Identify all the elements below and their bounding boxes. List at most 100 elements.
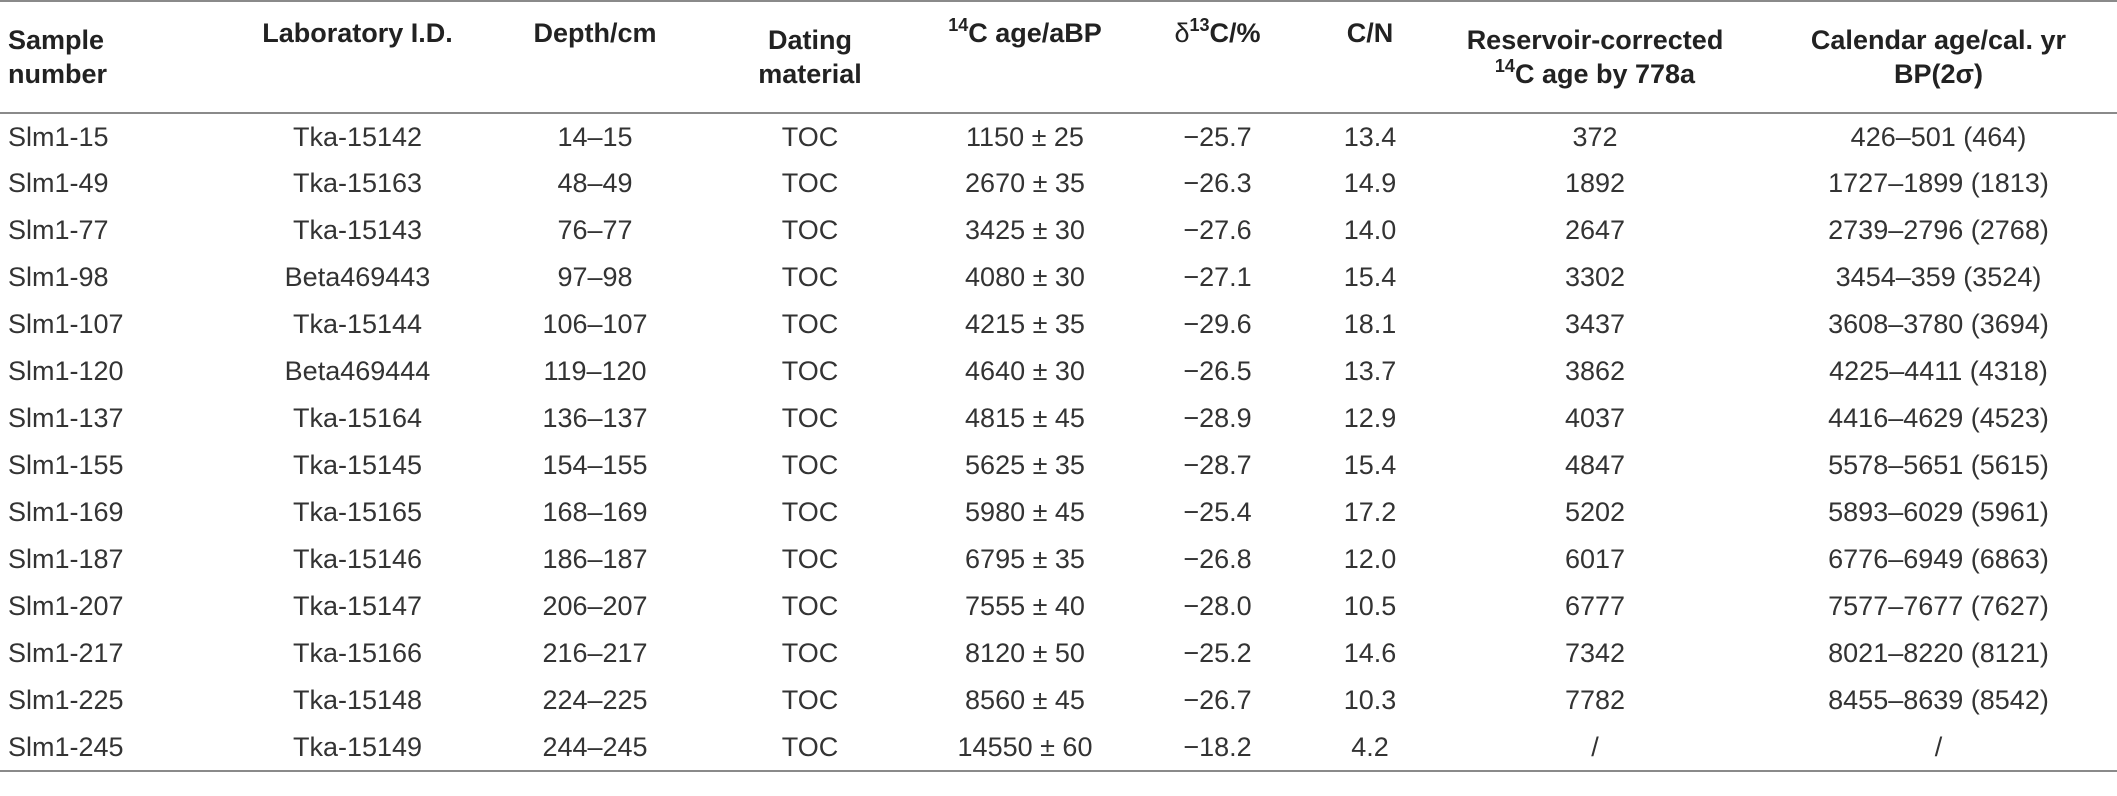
cell-reservoir-corrected-age: 7342 bbox=[1564, 638, 1626, 668]
cell-calendar-age: 1727–1899 (1813) bbox=[1828, 168, 2049, 198]
cell-laboratory-id: Tka-15165 bbox=[292, 497, 423, 527]
cell-cn-ratio: 17.2 bbox=[1343, 497, 1397, 527]
cell-calendar-age: 4416–4629 (4523) bbox=[1828, 403, 2049, 433]
cell-delta-c13: −18.2 bbox=[1125, 724, 1310, 772]
header-depth: Depth/cm bbox=[495, 0, 695, 114]
cell-depth: 119–120 bbox=[543, 356, 647, 386]
cell-calendar-age: / bbox=[1760, 724, 2117, 772]
cell-sample-number: Slm1-98 bbox=[8, 262, 109, 292]
cell-cn-ratio: 14.0 bbox=[1343, 215, 1397, 245]
cell-reservoir-corrected-age: 2647 bbox=[1564, 215, 1626, 245]
cell-c14-age: 4080 ± 30 bbox=[965, 262, 1085, 292]
header-dating-material: Dating material bbox=[695, 0, 925, 114]
cell-dating-material: TOC bbox=[781, 262, 839, 292]
cell-cn-ratio: 13.7 bbox=[1343, 356, 1397, 386]
cell-calendar-age: 3608–3780 (3694) bbox=[1828, 309, 2049, 339]
cell-sample-number: Slm1-169 bbox=[8, 497, 124, 527]
table-row: Slm1-120 Beta469444 119–120 TOC 4640 ± 30 −26… bbox=[0, 348, 2117, 395]
table-row: Slm1-245 Tka-15149 244–245 TOC 14550 ± 60 −18… bbox=[0, 724, 2117, 772]
header-laboratory-id: Laboratory I.D. bbox=[220, 0, 495, 114]
header-reservoir-corrected-age: Reservoir-corrected 14C age by 778a bbox=[1430, 0, 1760, 114]
cell-sample-number: Slm1-107 bbox=[8, 309, 124, 339]
cell-calendar-age: 8455–8639 (8542) bbox=[1828, 685, 2049, 715]
cell-sample-number: Slm1-49 bbox=[8, 168, 109, 198]
cell-c14-age: 4215 ± 35 bbox=[965, 309, 1085, 339]
cell-dating-material: TOC bbox=[781, 638, 839, 668]
cell-reservoir-corrected-age: 4847 bbox=[1564, 450, 1626, 480]
cell-sample-number: Slm1-155 bbox=[8, 450, 124, 480]
cell-cn-ratio: 12.9 bbox=[1343, 403, 1397, 433]
cell-c14-age: 14550 ± 60 bbox=[925, 724, 1125, 772]
cell-calendar-age: 6776–6949 (6863) bbox=[1828, 544, 2049, 574]
cell-dating-material: TOC bbox=[781, 356, 839, 386]
cell-depth: 206–207 bbox=[542, 591, 648, 621]
cell-depth: 76–77 bbox=[557, 215, 633, 245]
table-row: Slm1-107 Tka-15144 106–107 TOC 4215 ± 35 −29.… bbox=[0, 301, 2117, 348]
cell-depth: 106–107 bbox=[542, 309, 648, 339]
cell-cn-ratio: 4.2 bbox=[1310, 724, 1430, 772]
cell-laboratory-id: Tka-15146 bbox=[292, 544, 423, 574]
cell-c14-age: 6795 ± 35 bbox=[965, 544, 1085, 574]
cell-reservoir-corrected-age: 1892 bbox=[1564, 168, 1626, 198]
cell-sample-number: Slm1-120 bbox=[8, 356, 124, 386]
cell-cn-ratio: 13.4 bbox=[1343, 121, 1397, 152]
cell-calendar-age: 7577–7677 (7627) bbox=[1828, 591, 2049, 621]
cell-reservoir-corrected-age: 4037 bbox=[1564, 403, 1626, 433]
cell-reservoir-corrected-age: 5202 bbox=[1564, 497, 1626, 527]
cell-depth: 216–217 bbox=[542, 638, 648, 668]
cell-cn-ratio: 14.6 bbox=[1343, 638, 1397, 668]
cell-sample-number: Slm1-77 bbox=[8, 215, 109, 245]
cell-calendar-age: 426–501 (464) bbox=[1850, 121, 2027, 152]
cell-laboratory-id: Tka-15147 bbox=[292, 591, 423, 621]
cell-cn-ratio: 10.3 bbox=[1343, 685, 1397, 715]
cell-dating-material: TOC bbox=[781, 215, 839, 245]
cell-reservoir-corrected-age: 6017 bbox=[1564, 544, 1626, 574]
cell-c14-age: 7555 ± 40 bbox=[965, 591, 1085, 621]
table-row: Slm1-187 Tka-15146 186–187 TOC 6795 ± 35 −26.… bbox=[0, 536, 2117, 583]
cell-depth: 14–15 bbox=[557, 121, 633, 152]
header-c14-age: 14C age/aBP bbox=[925, 0, 1125, 114]
cell-delta-c13: −25.7 bbox=[1183, 121, 1252, 152]
cell-delta-c13: −28.9 bbox=[1183, 403, 1252, 433]
cell-delta-c13: −26.5 bbox=[1183, 356, 1252, 386]
cell-laboratory-id: Tka-15148 bbox=[292, 685, 423, 715]
table-row: Slm1-225 Tka-15148 224–225 TOC 8560 ± 45 −26.… bbox=[0, 677, 2117, 724]
cell-reservoir-corrected-age: 6777 bbox=[1564, 591, 1626, 621]
cell-depth: 244–245 bbox=[495, 724, 695, 772]
cell-c14-age: 8120 ± 50 bbox=[965, 638, 1085, 668]
cell-dating-material: TOC bbox=[781, 403, 839, 433]
header-cn-ratio: C/N bbox=[1310, 0, 1430, 114]
cell-c14-age: 1150 ± 25 bbox=[966, 121, 1084, 152]
cell-depth: 168–169 bbox=[542, 497, 648, 527]
cell-sample-number: Slm1-207 bbox=[8, 591, 124, 621]
table-row: Slm1-77 Tka-15143 76–77 TOC 3425 ± 30 −27.6 14… bbox=[0, 207, 2117, 254]
cell-delta-c13: −29.6 bbox=[1183, 309, 1252, 339]
cell-dating-material: TOC bbox=[695, 724, 925, 772]
header-row: Sample number Laboratory I.D. Depth/cm Da… bbox=[0, 0, 2117, 114]
cell-depth: 136–137 bbox=[542, 403, 648, 433]
cell-sample-number: Slm1-15 bbox=[8, 121, 109, 152]
cell-dating-material: TOC bbox=[781, 309, 839, 339]
cell-reservoir-corrected-age: / bbox=[1430, 724, 1760, 772]
cell-sample-number: Slm1-217 bbox=[8, 638, 124, 668]
cell-calendar-age: 8021–8220 (8121) bbox=[1828, 638, 2049, 668]
cell-delta-c13: −25.4 bbox=[1183, 497, 1252, 527]
table-row: Slm1-15 Tka-15142 14–15 TOC 1150 ± 25 −25.7 13… bbox=[0, 113, 2117, 160]
radiocarbon-dating-table: Sample number Laboratory I.D. Depth/cm Da… bbox=[0, 0, 2117, 772]
cell-laboratory-id: Beta469443 bbox=[284, 262, 431, 292]
cell-laboratory-id: Tka-15166 bbox=[292, 638, 423, 668]
cell-laboratory-id: Tka-15149 bbox=[220, 724, 495, 772]
cell-c14-age: 8560 ± 45 bbox=[965, 685, 1085, 715]
cell-laboratory-id: Tka-15144 bbox=[292, 309, 423, 339]
cell-reservoir-corrected-age: 7782 bbox=[1564, 685, 1626, 715]
cell-calendar-age: 2739–2796 (2768) bbox=[1828, 215, 2049, 245]
cell-laboratory-id: Tka-15142 bbox=[292, 121, 423, 152]
cell-depth: 224–225 bbox=[542, 685, 648, 715]
header-delta-c13: δ13C/% bbox=[1125, 0, 1310, 114]
cell-c14-age: 4815 ± 45 bbox=[965, 403, 1085, 433]
header-calendar-age: Calendar age/cal. yr BP(2σ) bbox=[1760, 0, 2117, 114]
table-row: Slm1-217 Tka-15166 216–217 TOC 8120 ± 50 −25.… bbox=[0, 630, 2117, 677]
table-header: Sample number Laboratory I.D. Depth/cm Da… bbox=[0, 0, 2117, 114]
cell-reservoir-corrected-age: 372 bbox=[1572, 121, 1618, 152]
